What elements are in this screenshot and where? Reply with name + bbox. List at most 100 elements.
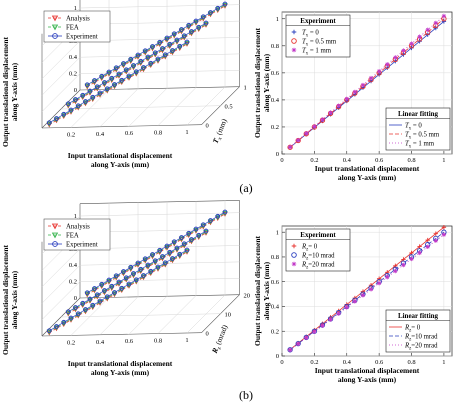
data-point (116, 71, 122, 77)
data-point (119, 285, 125, 291)
x-tick-label: 1 (442, 157, 445, 164)
data-point (82, 309, 89, 315)
legend-label: Tx = 1 mm (405, 141, 435, 150)
data-point (111, 84, 118, 90)
data-point (116, 73, 122, 78)
data-point (106, 69, 112, 75)
legend-label: Tx = 0 (302, 30, 319, 39)
data-point (80, 94, 86, 100)
data-point (72, 98, 79, 104)
data-point (376, 281, 382, 286)
data-point (200, 15, 206, 21)
x-tick-label: 0.2 (67, 131, 75, 138)
data-point (116, 279, 122, 285)
data-point (90, 304, 96, 310)
data-point (140, 66, 147, 72)
data-point (106, 279, 112, 284)
data-point (140, 275, 147, 281)
data-point (138, 60, 144, 66)
data-point (46, 328, 52, 334)
data-point (130, 65, 137, 71)
data-point (188, 30, 195, 36)
data-point (203, 22, 209, 27)
legend-label: Tx = 0.5 mm (302, 39, 337, 48)
data-point (352, 299, 358, 304)
data-point (164, 245, 170, 250)
data-point (215, 7, 221, 13)
data-point (304, 131, 309, 136)
y-axis-label-line-2: along Y-axis (mm) (262, 261, 271, 320)
data-point (68, 107, 74, 113)
x-tick-label: 0.6 (375, 359, 384, 366)
data-point (152, 259, 158, 265)
data-point (133, 278, 139, 284)
y-tick-label: 1 (74, 5, 77, 12)
y-tick-label: 1 (276, 229, 279, 236)
data-point (196, 26, 202, 32)
data-point (149, 253, 156, 259)
data-point (130, 272, 137, 278)
data-point (344, 96, 349, 102)
data-point (184, 249, 190, 254)
data-point (91, 79, 98, 85)
data-point (215, 215, 221, 221)
data-point (385, 274, 390, 280)
data-point (116, 281, 122, 286)
data-point (99, 283, 105, 289)
data-point (368, 75, 374, 81)
data-point (145, 56, 151, 61)
data-point (133, 70, 139, 76)
data-point (222, 212, 228, 217)
data-point (167, 249, 173, 255)
y-tick-label: 1 (276, 16, 279, 23)
data-point (87, 90, 93, 95)
data-point (135, 260, 141, 266)
legend-experiment-box (285, 228, 351, 272)
data-point (90, 96, 96, 102)
data-point (167, 43, 173, 49)
z-tick-label: 20 (244, 293, 251, 300)
data-point (75, 312, 81, 318)
legend-fitting-box (385, 309, 451, 353)
data-point (53, 118, 60, 124)
data-point (75, 311, 81, 317)
data-point (94, 84, 100, 90)
legend-label: Tx = 0 (405, 123, 422, 132)
data-point (104, 87, 110, 93)
data-point (178, 236, 185, 242)
data-point (155, 264, 161, 270)
data-point (123, 276, 129, 282)
data-point (203, 231, 209, 236)
data-point (135, 55, 141, 60)
data-point (174, 247, 180, 252)
data-point (162, 261, 168, 267)
data-point (203, 20, 209, 26)
data-point (196, 234, 202, 240)
data-point (90, 302, 96, 308)
data-point (171, 32, 177, 38)
data-point (222, 211, 228, 216)
data-point (174, 40, 180, 45)
data-point (142, 257, 148, 263)
y-tick-label: 0.2 (271, 124, 279, 131)
legend-label: FEA (66, 25, 79, 32)
y-tick-label: 0 (74, 295, 77, 302)
data-point (393, 268, 398, 274)
fit-line (289, 18, 445, 148)
data-point (203, 228, 209, 234)
data-point (368, 282, 374, 288)
data-point (131, 271, 136, 276)
data-point (113, 274, 119, 280)
y-tick-label: 0.6 (271, 279, 280, 286)
y-tick-label: 0 (74, 87, 77, 94)
data-point (130, 273, 137, 279)
data-point (112, 290, 117, 295)
y-tick-label: 1 (74, 213, 77, 220)
legend-label: Rz=20 mrad (404, 343, 438, 352)
series-line (68, 230, 207, 313)
data-point (84, 82, 90, 88)
y-axis-label-line-1: Output translational displacement (1, 244, 10, 355)
